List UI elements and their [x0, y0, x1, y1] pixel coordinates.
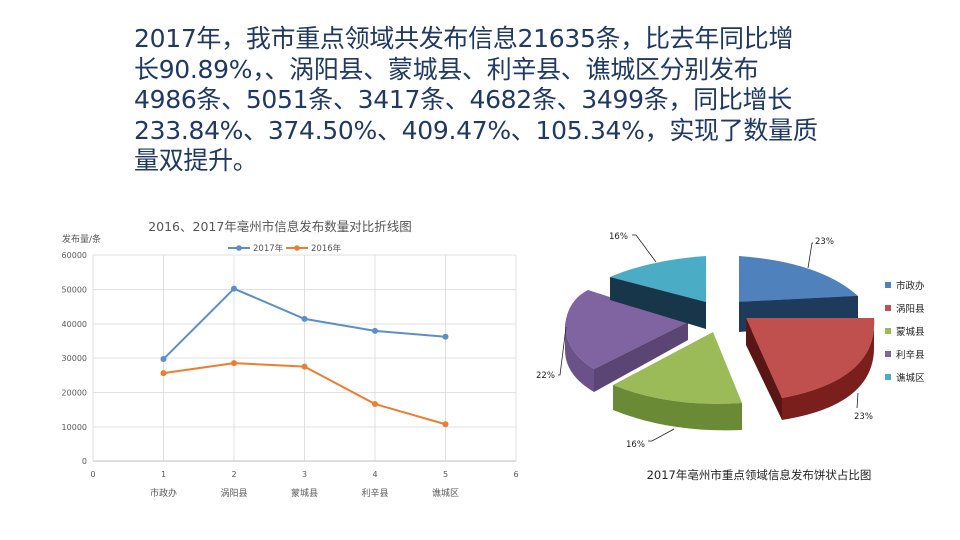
pie-label-shizhengban: 23% [815, 237, 834, 247]
paragraph-line: 2017年，我市重点领域共发布信息21635条，比去年同比增 [134, 24, 794, 53]
x-category: 蒙城县 [291, 487, 318, 499]
data-point [160, 370, 167, 377]
y-tick: 60000 [62, 251, 87, 260]
y-tick: 20000 [62, 389, 87, 398]
y-axis-label: 发布量/条 [62, 233, 101, 245]
legend-item: 利辛县 [896, 349, 925, 361]
data-point [442, 421, 449, 428]
y-tick: 40000 [62, 320, 87, 329]
legend: 2017年 2016年 [228, 243, 342, 254]
y-tick: 10000 [62, 423, 87, 432]
data-point [442, 333, 449, 340]
summary-paragraph: 2017年，我市重点领域共发布信息21635条，比去年同比增 长90.89%，、… [134, 24, 854, 177]
legend-item: 谯城区 [896, 372, 925, 384]
line-chart-title: 2016、2017年亳州市信息发布数量对比折线图 [148, 219, 412, 234]
paragraph-line: 233.84%、374.50%、409.47%、105.34%，实现了数量质 [134, 115, 818, 145]
y-tick: 30000 [62, 354, 87, 363]
x-tick: 5 [443, 470, 448, 479]
paragraph-line: 量双提升。 [134, 146, 258, 175]
y-ticks: 0 10000 20000 30000 40000 50000 60000 [62, 251, 87, 466]
data-point [160, 356, 167, 363]
legend-item: 涡阳县 [896, 304, 925, 315]
x-tick: 6 [513, 470, 518, 479]
x-ticks: 0 1 2 3 4 5 6 [90, 470, 518, 479]
x-tick: 0 [90, 470, 95, 479]
x-category: 利辛县 [361, 487, 388, 499]
legend-item: 市政办 [896, 280, 925, 292]
paragraph-line: 4986条、5051条、3417条、4682条、3499条，同比增长 [134, 85, 792, 114]
pie-legend: 市政办 涡阳县 蒙城县 利辛县 谯城区 [885, 280, 925, 384]
data-point [231, 285, 237, 292]
paragraph-line: 长90.89%，、涡阳县、蒙城县、利辛县、谯城区分别发布 [134, 54, 759, 84]
pie-slice-qiaochengqu [610, 256, 706, 329]
legend-2016: 2016年 [311, 243, 342, 254]
legend-2017: 2017年 [253, 243, 284, 254]
x-categories: 市政办 涡阳县 蒙城县 利辛县 谯城区 [150, 487, 459, 499]
pie-label-mengchengxian: 16% [626, 440, 645, 450]
data-point [301, 363, 308, 370]
x-tick: 4 [372, 470, 377, 479]
x-category: 涡阳县 [220, 488, 247, 499]
pie-slice-mengchengxian [613, 332, 742, 431]
pie-slice-lixinxian [565, 290, 688, 392]
data-point [372, 327, 378, 334]
legend-item: 蒙城县 [896, 326, 925, 338]
pie-chart-title: 2017年亳州市重点领域信息发布饼状占比图 [647, 468, 872, 482]
pie-label-lixinxian: 22% [536, 371, 555, 381]
x-category: 谯城区 [432, 487, 459, 499]
y-tick: 0 [82, 457, 87, 466]
pie-label-qiaochengqu: 16% [609, 232, 628, 242]
data-point [301, 315, 308, 322]
x-tick: 1 [161, 470, 166, 479]
pie-labels: 23% 23% 16% 22% 16% [536, 232, 873, 450]
x-category: 市政办 [150, 487, 177, 499]
series-layer [160, 285, 449, 428]
pie-leader-lines [558, 234, 859, 442]
data-point [231, 360, 237, 367]
x-tick: 2 [231, 470, 236, 479]
pie-label-woyangxian: 23% [854, 412, 873, 422]
x-tick: 3 [302, 470, 307, 479]
pie-slice-woyangxian [746, 318, 875, 420]
y-tick: 50000 [62, 286, 87, 295]
data-point [372, 401, 378, 408]
